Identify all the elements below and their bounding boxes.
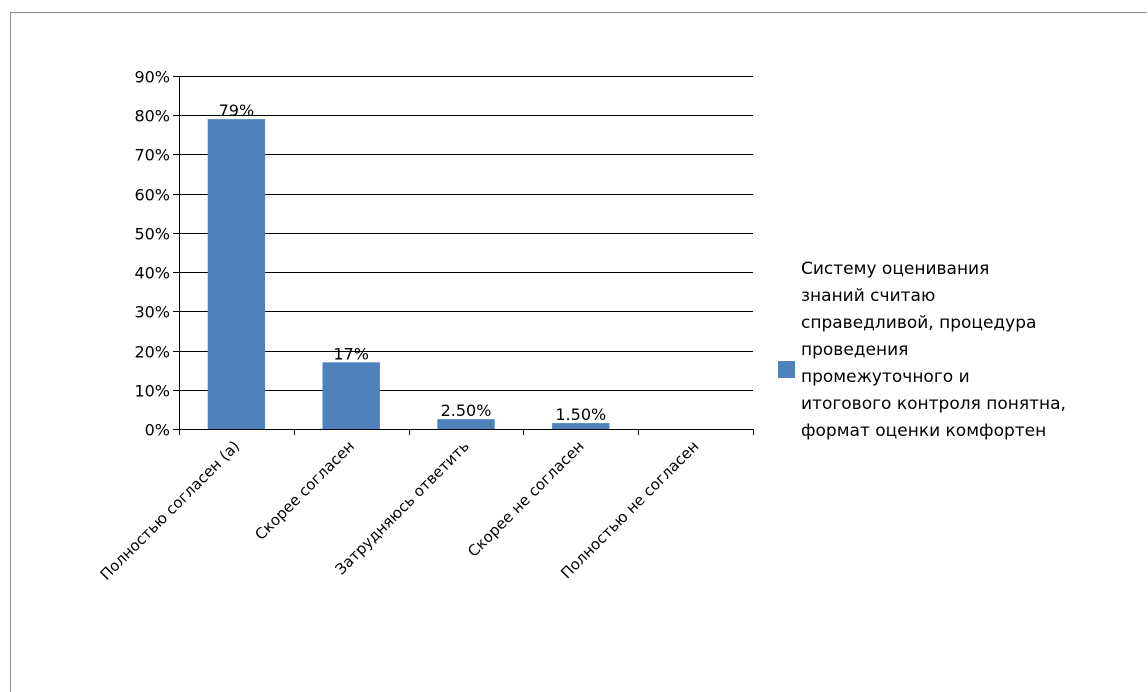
data-labels: 79% 17% 2.50% 1.50% — [219, 101, 607, 424]
category-label: Полностью согласен (а) — [97, 437, 244, 584]
legend-label: Систему оценивания знаний считаю справед… — [801, 256, 1121, 445]
bar — [323, 362, 380, 429]
category-label: Скорее согласен — [251, 437, 358, 544]
y-tick-label: 20% — [134, 343, 170, 362]
y-axis-ticks: 0% 10% 20% 30% 40% 50% 60% 70% 80% 90% — [134, 68, 170, 440]
category-label: Затрудняюсь ответить — [332, 437, 473, 578]
y-tick-label: 80% — [134, 107, 170, 126]
bars — [208, 119, 610, 429]
category-label: Полностью не согласен — [557, 437, 702, 582]
y-tick-label: 90% — [134, 68, 170, 87]
y-tick-label: 50% — [134, 225, 170, 244]
y-tick-label: 30% — [134, 303, 170, 322]
legend-swatch — [778, 361, 795, 378]
data-label: 79% — [219, 101, 255, 120]
y-tick-label: 40% — [134, 264, 170, 283]
data-label: 1.50% — [555, 405, 606, 424]
data-label: 17% — [333, 344, 369, 363]
category-label: Скорее не согласен — [464, 437, 587, 560]
category-labels: Полностью согласен (а) Скорее согласенЗат… — [97, 437, 703, 584]
y-tick-label: 70% — [134, 146, 170, 165]
y-tick-label: 60% — [134, 186, 170, 205]
y-tick-label: 10% — [134, 382, 170, 401]
data-label: 2.50% — [441, 401, 492, 420]
bar — [208, 119, 265, 429]
bar — [437, 419, 494, 429]
y-tick-label: 0% — [145, 421, 170, 440]
